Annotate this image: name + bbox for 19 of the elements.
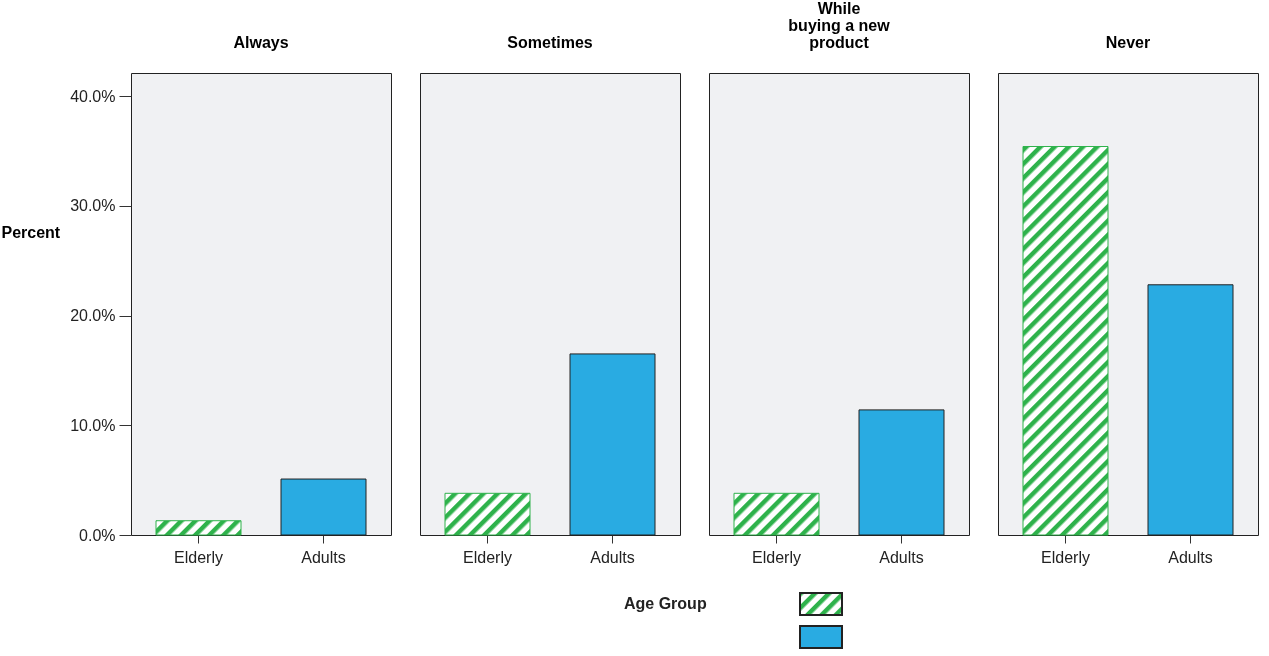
chart-title: Never <box>1105 34 1151 51</box>
y-tick-label: 20.0% <box>70 307 116 325</box>
y-tick-label: 30.0% <box>70 197 116 215</box>
chart-title: Sometimes <box>507 34 593 51</box>
y-tick-label: 40.0% <box>70 87 116 105</box>
x-tick-label: Adults <box>590 548 635 566</box>
y-tick-label: 10.0% <box>70 416 116 434</box>
x-tick-label: Adults <box>879 548 924 566</box>
x-tick-label: Elderly <box>174 548 223 566</box>
y-axis-title: Percent <box>1 223 61 241</box>
x-tick-label: Adults <box>301 548 346 566</box>
x-tick-label: Elderly <box>752 548 801 566</box>
x-tick-label: Elderly <box>1041 548 1090 566</box>
chart-title: While buying a new product <box>788 0 891 51</box>
x-tick-label: Elderly <box>463 548 512 566</box>
legend-title: Age Group <box>624 595 707 613</box>
y-tick-label: 0.0% <box>79 526 116 544</box>
x-tick-label: Adults <box>1168 548 1213 566</box>
chart-title: Always <box>233 34 289 51</box>
